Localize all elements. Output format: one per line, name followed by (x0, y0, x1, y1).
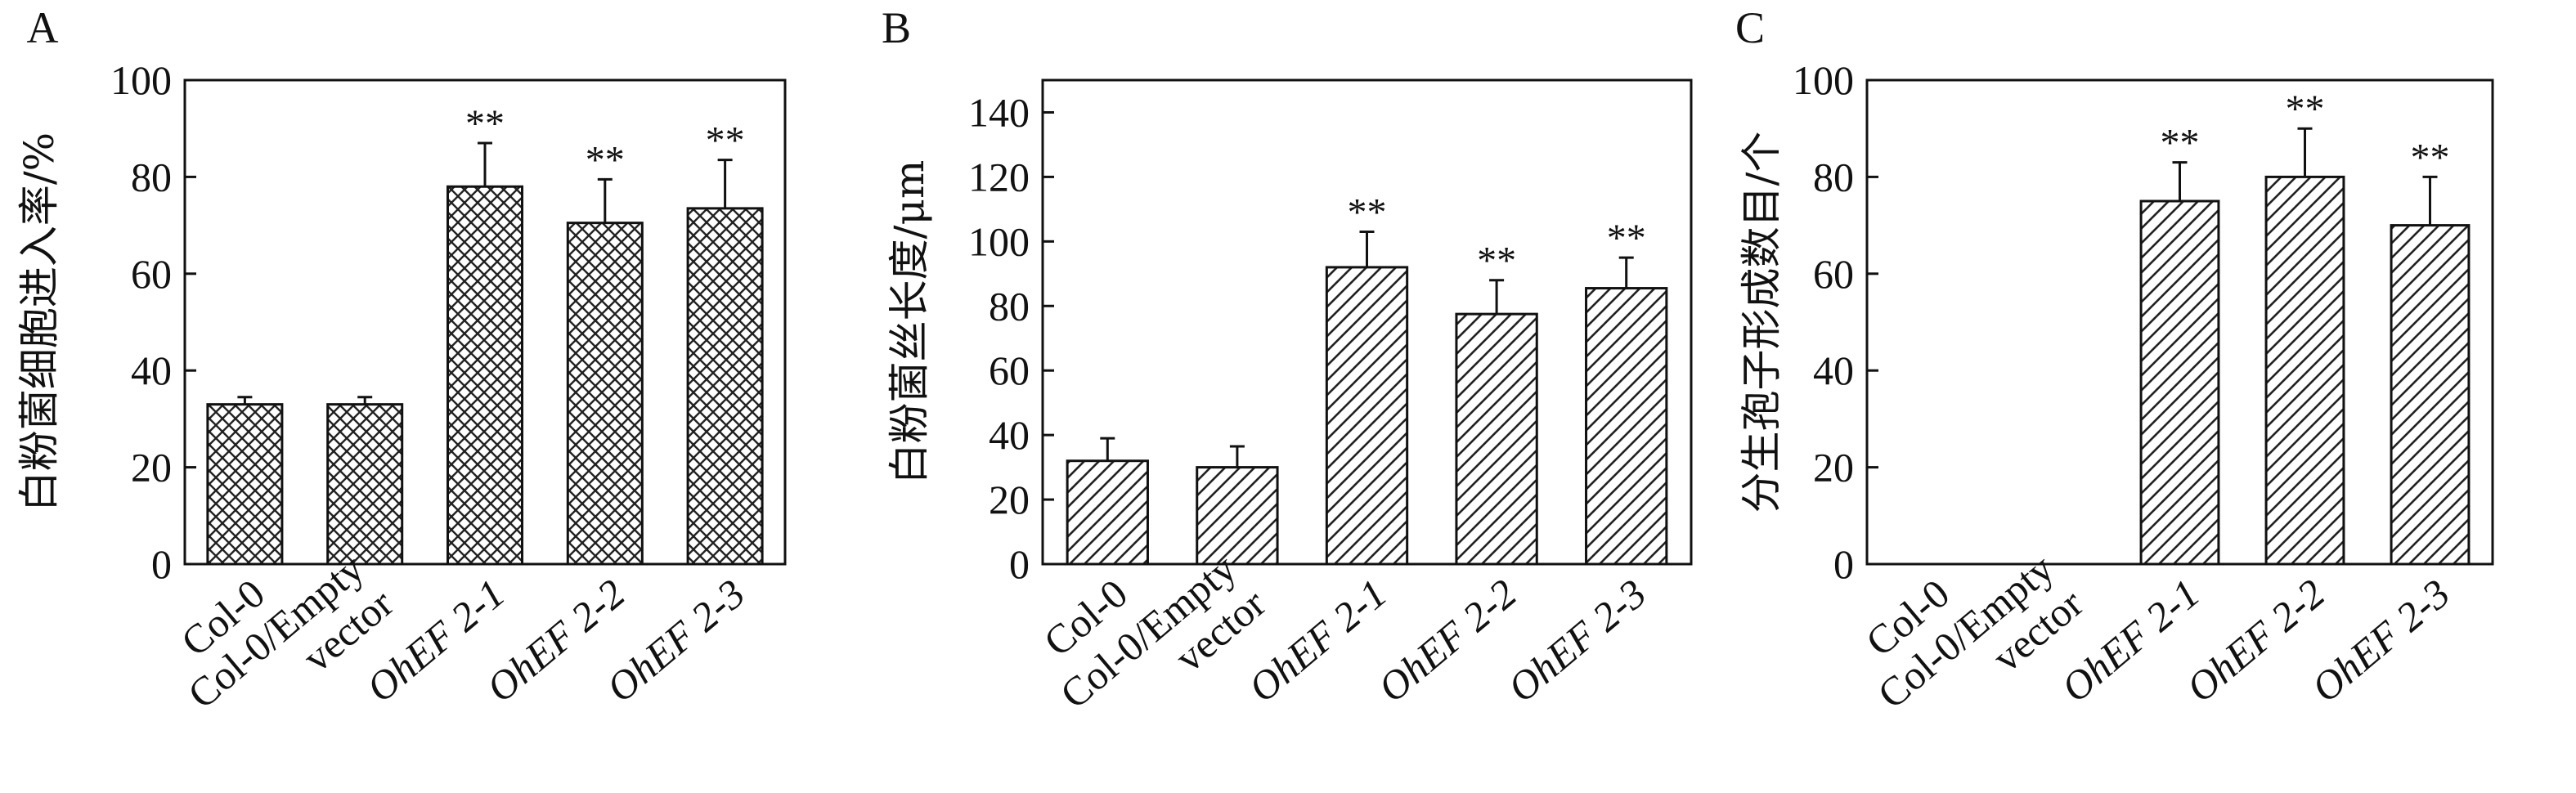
y-tick-label: 80 (1813, 154, 1854, 199)
y-tick-label: 0 (1009, 541, 1030, 587)
panel-letter: B (882, 3, 911, 52)
panel-c: C020406080100分生孢子形成数目/个Col-0Col-0/Emptyv… (1735, 3, 2494, 717)
bar (446, 185, 524, 566)
y-tick-label: 100 (968, 218, 1030, 264)
significance-marker: ** (586, 138, 625, 181)
y-tick-label: 140 (968, 89, 1030, 135)
significance-marker: ** (465, 102, 505, 146)
significance-marker: ** (1477, 240, 1516, 283)
y-tick-label: 80 (989, 283, 1030, 329)
significance-marker: ** (1348, 190, 1387, 234)
x-category-label: OhEF 2-1 (2053, 570, 2208, 710)
y-tick-label: 0 (151, 541, 172, 587)
panel-letter: A (27, 3, 59, 52)
bar (326, 403, 404, 566)
y-tick-label: 20 (131, 445, 172, 491)
y-tick-label: 120 (968, 154, 1030, 199)
panel-letter: C (1735, 3, 1765, 52)
y-tick-label: 20 (989, 477, 1030, 522)
y-tick-label: 60 (989, 347, 1030, 393)
y-axis-label: 分生孢子形成数目/个 (1738, 132, 1785, 513)
significance-marker: ** (2411, 136, 2450, 179)
y-tick-label: 80 (131, 154, 172, 199)
y-tick-label: 40 (989, 412, 1030, 458)
x-category-label: OhEF 2-1 (1240, 570, 1395, 710)
y-tick-label: 40 (1813, 347, 1854, 393)
y-tick-label: 100 (1793, 57, 1854, 103)
y-tick-label: 0 (1833, 541, 1854, 587)
x-category-label: OhEF 2-3 (1499, 570, 1654, 710)
x-category-label: OhEF 2-2 (1370, 570, 1525, 710)
y-axis-label: 白粉菌丝长度/μm (886, 160, 933, 485)
y-tick-label: 100 (110, 57, 172, 103)
x-category-label: OhEF 2-3 (2303, 570, 2458, 710)
significance-marker: ** (2286, 87, 2325, 131)
bar (1325, 266, 1409, 566)
bar (566, 222, 644, 566)
bar (1066, 459, 1149, 566)
bar (2264, 175, 2345, 566)
panel-b: B020406080100120140白粉菌丝长度/μmCol-0Col-0/E… (882, 3, 1693, 752)
y-axis-label: 白粉菌细胞进入率/% (16, 132, 63, 512)
bar (2390, 224, 2471, 566)
bar (1585, 287, 1668, 566)
significance-marker: ** (2161, 122, 2200, 165)
x-category-label: Col-0/Emptyvector (1052, 544, 1274, 752)
y-tick-label: 60 (131, 251, 172, 297)
bar (2139, 199, 2220, 566)
bar (206, 403, 284, 566)
significance-marker: ** (706, 119, 745, 163)
y-tick-label: 40 (131, 347, 172, 393)
bar (686, 207, 764, 566)
bar (1455, 312, 1538, 566)
x-category-label: OhEF 2-2 (2178, 570, 2333, 710)
y-tick-label: 20 (1813, 445, 1854, 491)
significance-marker: ** (1607, 217, 1646, 260)
panel-a: A020406080100白粉菌细胞进入率/%Col-0Col-0/Emptyv… (16, 3, 787, 717)
y-tick-label: 60 (1813, 251, 1854, 297)
